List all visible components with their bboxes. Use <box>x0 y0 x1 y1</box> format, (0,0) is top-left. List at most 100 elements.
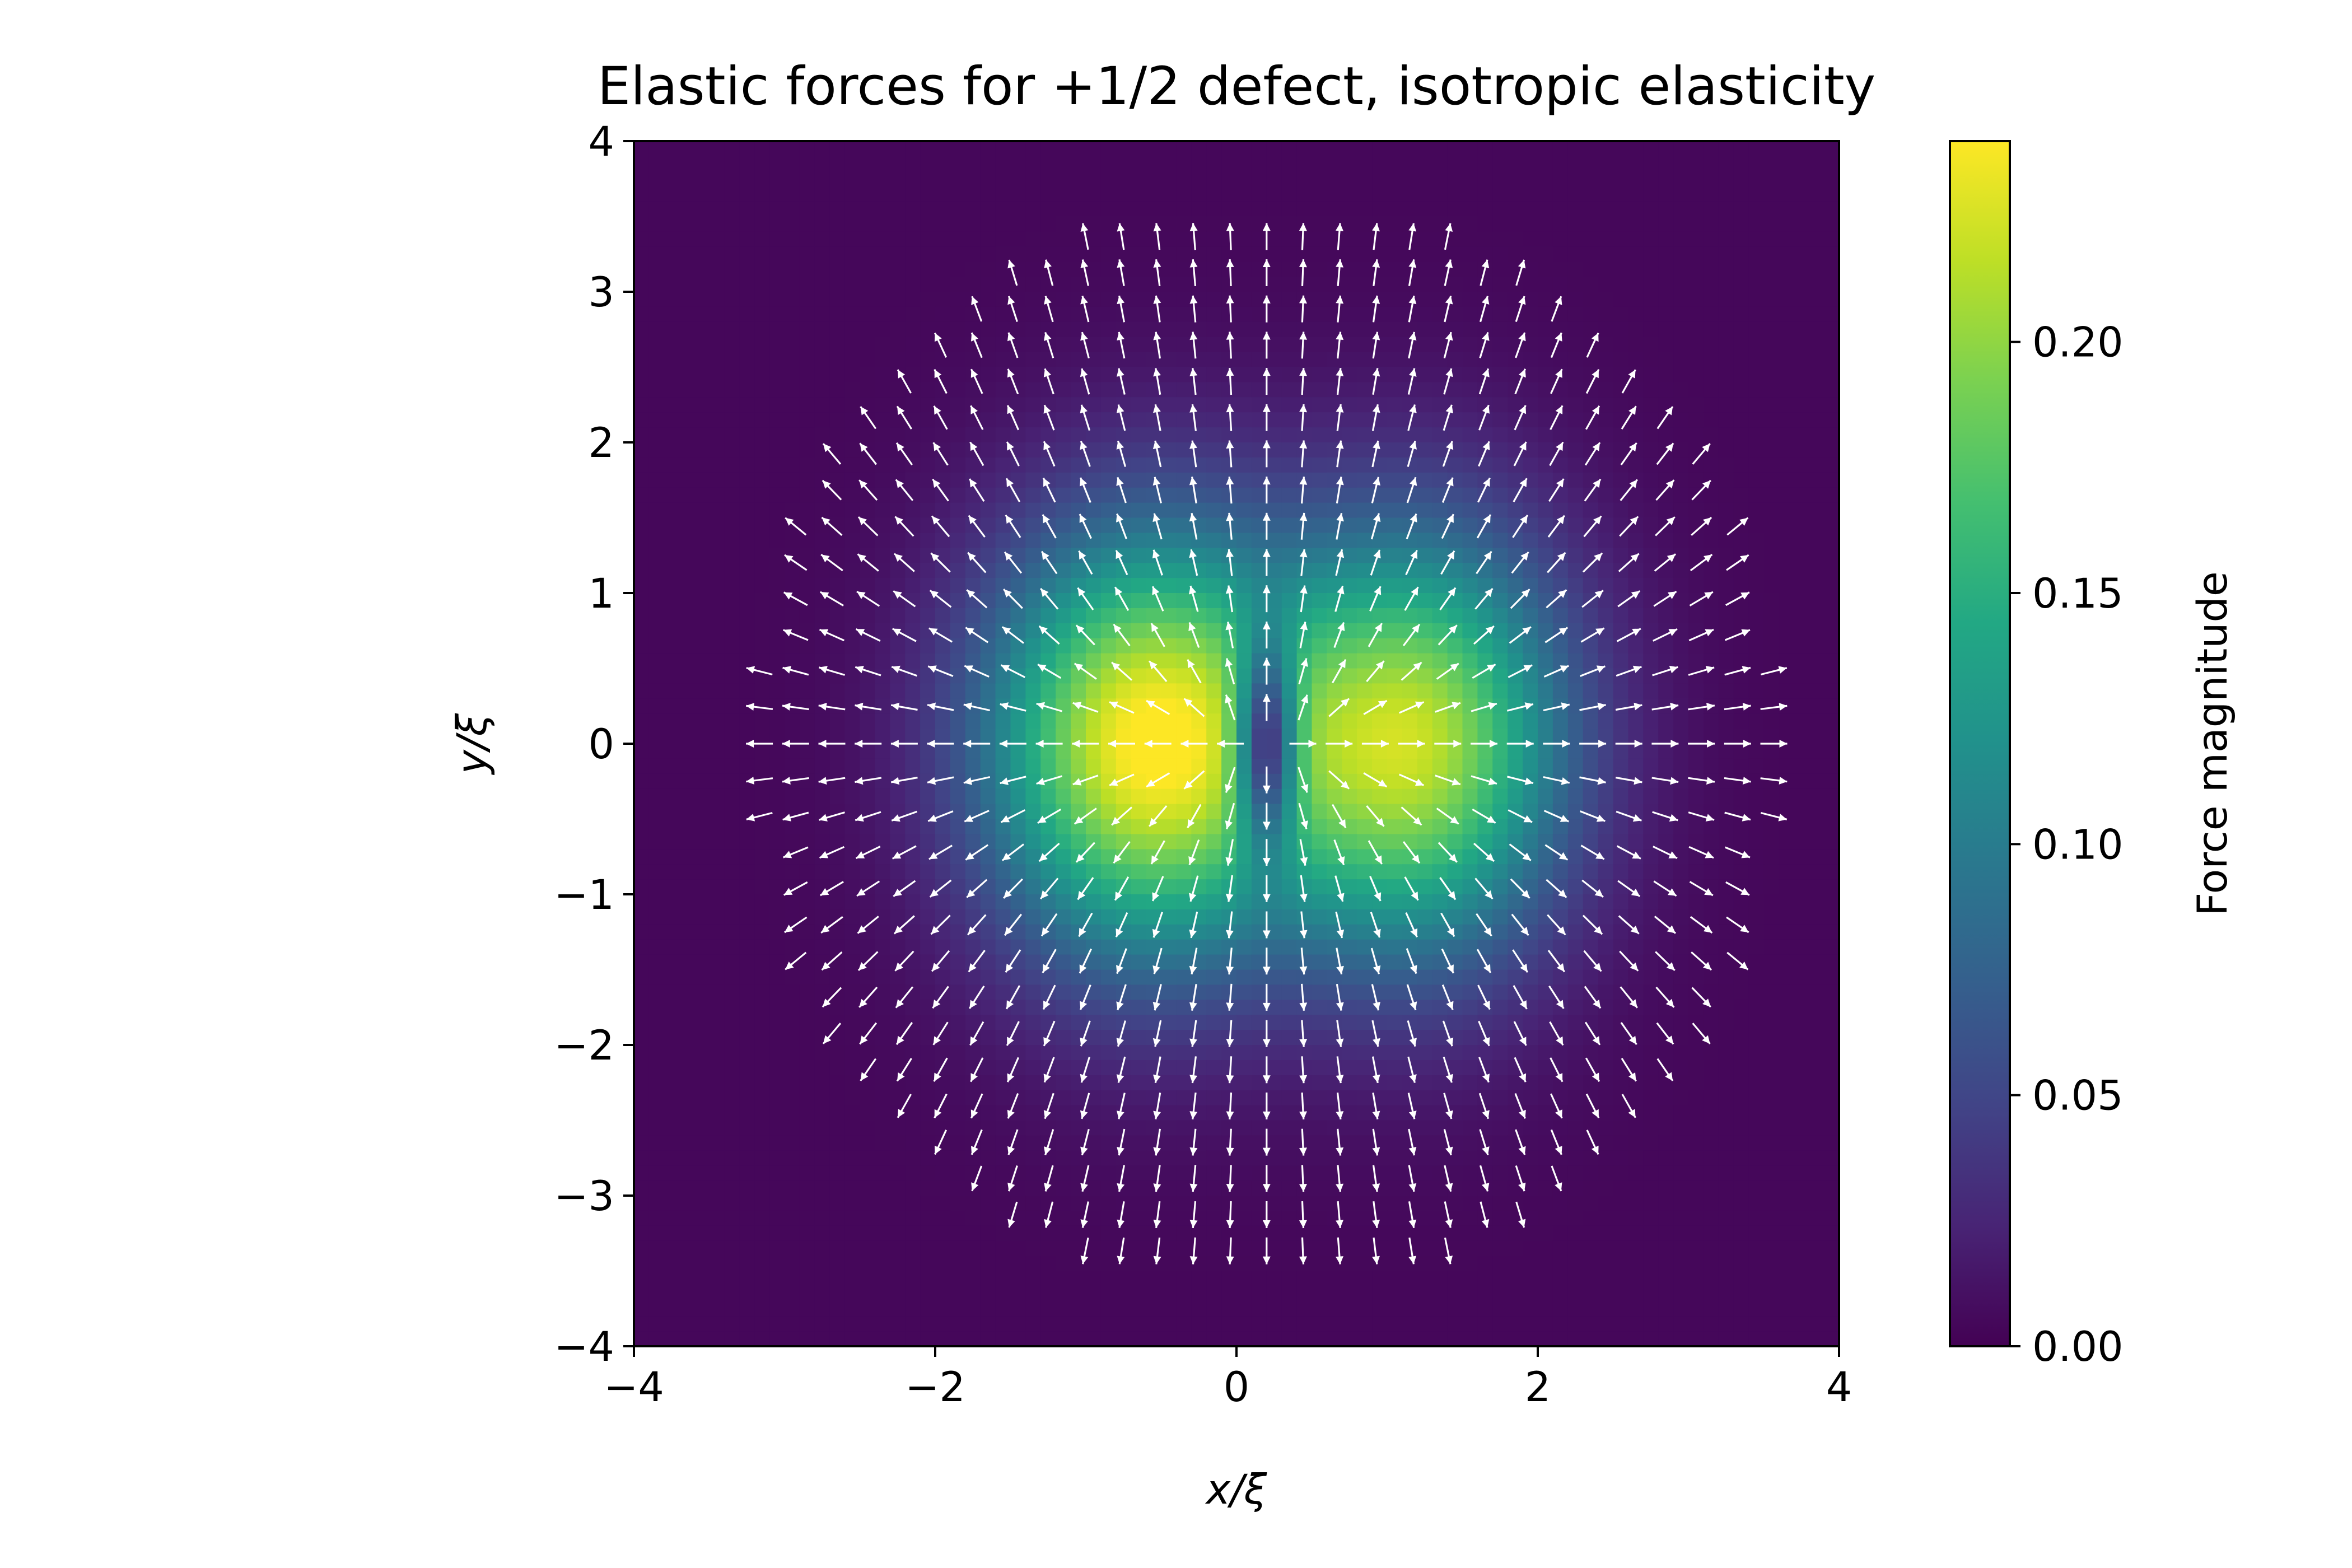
heatmap-cell <box>1462 533 1478 548</box>
heatmap-cell <box>1086 367 1102 382</box>
heatmap-cell <box>1071 156 1086 172</box>
heatmap-cell <box>634 277 650 292</box>
heatmap-cell <box>648 744 665 759</box>
heatmap-cell <box>1281 834 1298 850</box>
heatmap-cell <box>1176 578 1192 594</box>
heatmap-cell <box>754 834 770 850</box>
heatmap-cell <box>739 713 755 729</box>
heatmap-cell <box>1357 698 1373 714</box>
heatmap-cell <box>1673 954 1689 970</box>
heatmap-cell <box>1086 653 1102 669</box>
heatmap-cell <box>1552 533 1569 548</box>
heatmap-cell <box>1508 1030 1523 1046</box>
heatmap-cell <box>1809 292 1824 307</box>
heatmap-cell <box>754 1060 770 1076</box>
heatmap-cell <box>860 788 875 805</box>
heatmap-cell <box>1417 171 1433 187</box>
heatmap-cell <box>1824 487 1839 503</box>
heatmap-cell <box>1056 352 1071 368</box>
heatmap-cell <box>1040 156 1056 172</box>
heatmap-cell <box>965 668 981 684</box>
heatmap-cell <box>1161 472 1177 488</box>
heatmap-cell <box>1296 788 1313 805</box>
heatmap-cell <box>1146 683 1162 699</box>
heatmap-cell <box>1552 246 1569 262</box>
heatmap-cell <box>724 321 740 338</box>
heatmap-cell <box>1417 337 1433 353</box>
heatmap-cell <box>1567 1015 1584 1030</box>
heatmap-cell <box>1628 201 1644 217</box>
heatmap-cell <box>1025 773 1041 790</box>
heatmap-cell <box>1583 427 1599 443</box>
heatmap-cell <box>1583 1045 1599 1061</box>
heatmap-cell <box>1809 231 1824 247</box>
heatmap-cell <box>1056 427 1071 443</box>
heatmap-cell <box>995 788 1011 805</box>
heatmap-cell <box>1056 773 1071 790</box>
heatmap-cell <box>648 909 665 925</box>
heatmap-cell <box>709 246 725 262</box>
heatmap-cell <box>1281 698 1298 714</box>
heatmap-cell <box>1673 683 1689 699</box>
heatmap-cell <box>709 201 725 217</box>
heatmap-cell <box>1191 909 1207 925</box>
heatmap-cell <box>1703 729 1719 744</box>
heatmap-cell <box>1658 216 1674 232</box>
heatmap-cell <box>1266 1060 1282 1076</box>
heatmap-cell <box>1191 186 1207 202</box>
heatmap-cell <box>1100 1030 1117 1046</box>
heatmap-cell <box>799 246 815 262</box>
heatmap-cell <box>1312 1015 1327 1030</box>
heatmap-cell <box>1703 819 1719 834</box>
heatmap-cell <box>709 472 725 488</box>
heatmap-cell <box>664 517 680 533</box>
heatmap-cell <box>950 849 966 865</box>
heatmap-cell <box>664 608 680 624</box>
heatmap-cell <box>875 638 890 654</box>
heatmap-cell <box>814 246 830 262</box>
heatmap-cell <box>844 969 861 985</box>
heatmap-cell <box>1748 773 1765 790</box>
heatmap-cell <box>829 894 846 910</box>
heatmap-cell <box>829 397 846 413</box>
heatmap-cell <box>829 262 846 277</box>
heatmap-cell <box>1372 427 1388 443</box>
heatmap-cell <box>1492 653 1508 669</box>
heatmap-cell <box>1733 502 1749 519</box>
heatmap-cell <box>724 156 740 172</box>
heatmap-cell <box>1538 306 1553 323</box>
heatmap-cell <box>1748 924 1765 940</box>
heatmap-cell <box>1131 277 1147 292</box>
heatmap-cell <box>1508 849 1523 865</box>
heatmap-cell <box>1508 216 1523 232</box>
heatmap-cell <box>769 201 785 217</box>
heatmap-cell <box>1236 713 1252 729</box>
heatmap-cell <box>1327 563 1342 578</box>
heatmap-cell <box>920 819 936 834</box>
heatmap-cell <box>920 578 936 594</box>
heatmap-cell <box>739 382 755 398</box>
heatmap-cell <box>1809 729 1824 744</box>
heatmap-cell <box>1010 683 1026 699</box>
heatmap-cell <box>1206 156 1222 172</box>
heatmap-cell <box>799 517 815 533</box>
heatmap-cell <box>1010 864 1026 880</box>
heatmap-cell <box>679 879 695 895</box>
heatmap-cell <box>1673 788 1689 805</box>
heatmap-cell <box>1658 306 1674 323</box>
heatmap-cell <box>1417 352 1433 368</box>
heatmap-cell <box>1567 788 1584 805</box>
heatmap-cell <box>694 1045 710 1061</box>
heatmap-cell <box>920 352 936 368</box>
heatmap-cell <box>814 683 830 699</box>
heatmap-cell <box>844 517 861 533</box>
heatmap-cell <box>1342 337 1357 353</box>
heatmap-cell <box>769 1075 785 1091</box>
heatmap-cell <box>1794 593 1809 609</box>
heatmap-cell <box>1598 502 1614 519</box>
heatmap-cell <box>1718 683 1734 699</box>
heatmap-cell <box>1040 864 1056 880</box>
heatmap-cell <box>1040 246 1056 262</box>
heatmap-cell <box>950 773 966 790</box>
heatmap-cell <box>860 171 875 187</box>
